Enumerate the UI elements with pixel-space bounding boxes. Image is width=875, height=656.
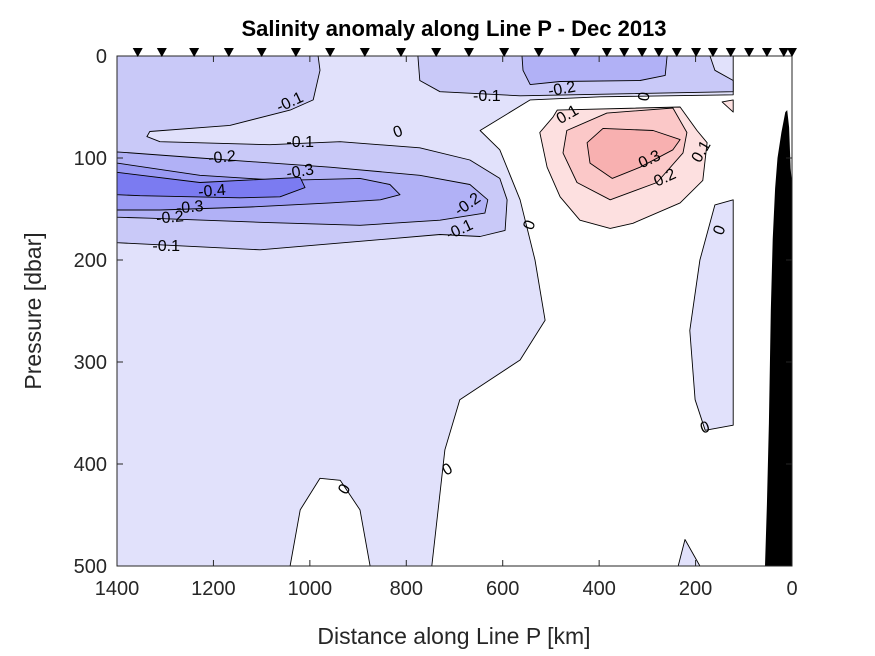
station-marker-icon: [431, 48, 442, 57]
x-tick-label: 1400: [95, 578, 140, 600]
contour-label: -0.4: [197, 182, 226, 201]
station-marker-icon: [787, 48, 797, 57]
x-axis-label: Distance along Line P [km]: [317, 623, 590, 649]
contour-label: -0.1: [152, 238, 180, 255]
x-tick-label: 0: [786, 578, 797, 600]
x-tick-label: 200: [679, 578, 712, 600]
x-tick-label: 400: [582, 578, 615, 600]
station-marker-icon: [601, 48, 612, 57]
y-tick-label: 100: [74, 148, 107, 170]
contour-region-1: [689, 199, 734, 431]
x-tick-label: 800: [390, 578, 423, 600]
station-marker-icon: [653, 48, 664, 57]
station-marker-icon: [132, 48, 143, 57]
contour-label: -0.2: [155, 208, 184, 227]
contour-region-10: [721, 99, 734, 113]
contour-label: -0.3: [285, 161, 315, 183]
station-marker-icon: [671, 48, 682, 57]
contour-label: -0.2: [208, 148, 237, 167]
station-marker-icon: [189, 48, 200, 57]
station-marker-icon: [533, 48, 544, 57]
station-marker-icon: [223, 48, 234, 57]
x-tick-label: 1000: [288, 578, 333, 600]
x-tick-label: 1200: [191, 578, 236, 600]
x-tick-label: 600: [486, 578, 519, 600]
contour-region-8: [116, 171, 306, 199]
station-marker-icon: [499, 48, 510, 57]
station-marker-icon: [156, 48, 167, 57]
y-tick-label: 300: [74, 352, 107, 374]
station-marker-icon: [637, 48, 648, 57]
axes-box: [116, 55, 793, 567]
y-tick-label: 500: [74, 556, 107, 578]
station-marker-icon: [256, 48, 267, 57]
station-marker-icon: [325, 48, 336, 57]
station-marker-icon: [744, 48, 755, 57]
y-tick-label: 200: [74, 250, 107, 272]
contour-region-12: [586, 127, 681, 179]
station-marker-icon: [619, 48, 630, 57]
station-marker-icon: [290, 48, 301, 57]
y-tick-label: 400: [74, 454, 107, 476]
contour-label: -0.1: [286, 134, 314, 151]
contour-label: 0: [635, 91, 653, 103]
bathymetry: [765, 110, 792, 566]
station-marker-icon: [395, 48, 406, 57]
contour-label: -0.1: [473, 88, 501, 105]
station-marker-icon: [570, 48, 581, 57]
contour-region-6: [521, 55, 668, 86]
y-tick-label: 0: [96, 46, 107, 68]
station-marker-icon: [778, 48, 789, 57]
y-axis-label: Pressure [dbar]: [20, 232, 46, 389]
station-marker-icon: [359, 48, 370, 57]
station-marker-icon: [761, 48, 772, 57]
station-marker-icon: [725, 48, 736, 57]
station-marker-icon: [707, 48, 718, 57]
plot-area: -0.1-0.1-0.2-0.3-0.4-0.3-0.2-0.1-0.2-0.1…: [116, 55, 792, 567]
axes-ticks: 1400 1200 1000 800 600 400 200 0 0 100 200 300 400 50…: [74, 46, 798, 600]
station-marker-icon: [691, 48, 702, 57]
station-marker-icon: [463, 48, 474, 57]
chart-title: Salinity anomaly along Line P - Dec 2013: [241, 16, 666, 41]
contour-label: -0.3: [175, 198, 204, 217]
contour-label: -0.2: [547, 79, 577, 101]
